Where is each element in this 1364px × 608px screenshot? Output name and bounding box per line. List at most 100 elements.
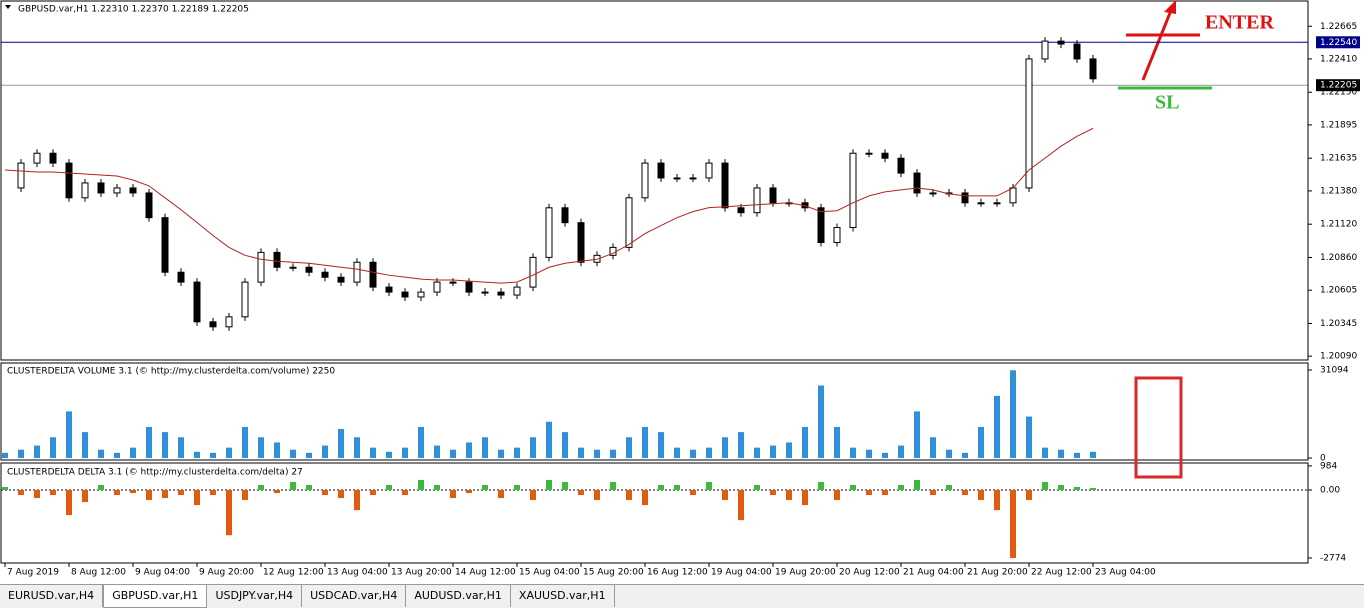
y-tick-label: 1.20345 xyxy=(1320,319,1357,329)
bar xyxy=(514,484,520,491)
chart-tab[interactable]: GBPUSD.var,H1 xyxy=(103,585,208,608)
price-label-box xyxy=(1316,79,1360,92)
candle xyxy=(33,152,41,164)
bar xyxy=(786,442,792,458)
candle xyxy=(817,207,825,244)
x-tick-label: 19 Aug 04:00 xyxy=(711,568,772,578)
bar xyxy=(658,432,664,458)
bar xyxy=(978,426,984,458)
candle xyxy=(625,197,633,248)
bar xyxy=(146,490,152,501)
candle xyxy=(353,261,361,283)
chart-tab[interactable]: EURUSD.var,H4 xyxy=(0,585,104,607)
bar xyxy=(130,447,136,458)
candle xyxy=(161,217,169,273)
candle xyxy=(673,177,681,180)
bar xyxy=(866,490,872,496)
chart-tab[interactable]: USDJPY.var,H4 xyxy=(207,585,303,607)
highlight-box xyxy=(1134,376,1183,479)
y-tick-label: 0.00 xyxy=(1320,486,1340,496)
x-tick-label: 19 Aug 20:00 xyxy=(775,568,836,578)
bar xyxy=(98,484,104,491)
bar xyxy=(306,484,312,491)
bar xyxy=(66,490,72,516)
bar xyxy=(322,490,328,496)
candle xyxy=(209,321,217,328)
bar xyxy=(226,447,232,458)
candle xyxy=(1025,58,1033,189)
x-tick-label: 21 Aug 04:00 xyxy=(903,568,964,578)
bar xyxy=(162,490,168,499)
bar xyxy=(578,490,584,496)
bar xyxy=(1010,370,1016,458)
bar xyxy=(178,490,184,496)
bar xyxy=(2,452,8,458)
x-tick-label: 12 Aug 12:00 xyxy=(263,568,324,578)
price-label: 1.22205 xyxy=(1320,81,1357,91)
candle xyxy=(529,256,537,288)
bar xyxy=(354,490,360,511)
bar xyxy=(1042,481,1048,491)
bar xyxy=(738,432,744,458)
bar xyxy=(418,479,424,491)
candle xyxy=(17,162,25,189)
volume-panel xyxy=(0,362,1309,461)
bar xyxy=(594,449,600,458)
bar xyxy=(738,490,744,521)
bar xyxy=(290,481,296,491)
candle xyxy=(497,291,505,296)
x-tick-label: 20 Aug 12:00 xyxy=(839,568,900,578)
bar xyxy=(818,481,824,491)
chart-tab[interactable]: AUDUSD.var,H1 xyxy=(406,585,511,607)
bar xyxy=(978,490,984,501)
bar xyxy=(1042,447,1048,458)
bar xyxy=(850,484,856,491)
bar xyxy=(258,437,264,458)
candle xyxy=(257,251,265,283)
price-label-box xyxy=(1316,36,1360,49)
candle xyxy=(865,152,873,155)
bar xyxy=(322,445,328,458)
bar xyxy=(146,426,152,458)
chart-tab[interactable]: USDCAD.var,H4 xyxy=(302,585,407,607)
candle xyxy=(81,182,89,199)
candle xyxy=(289,266,297,269)
arrow-head xyxy=(1164,0,1176,14)
bar xyxy=(786,490,792,501)
x-tick-label: 22 Aug 12:00 xyxy=(1031,568,1092,578)
price-label: 1.22540 xyxy=(1320,38,1357,48)
bar xyxy=(114,490,120,496)
bar xyxy=(50,490,56,496)
bar xyxy=(466,490,472,494)
bar xyxy=(722,490,728,501)
x-tick-label: 13 Aug 20:00 xyxy=(391,568,452,578)
price-panel xyxy=(0,0,1309,361)
y-tick-label: 1.20605 xyxy=(1320,286,1357,296)
bar xyxy=(882,452,888,458)
bar xyxy=(162,432,168,458)
candle xyxy=(1073,43,1081,60)
bar xyxy=(274,490,280,494)
bar xyxy=(658,484,664,491)
bar xyxy=(338,428,344,458)
bar xyxy=(546,479,552,491)
bar xyxy=(18,490,24,496)
bar xyxy=(1010,490,1016,558)
y-tick-label: -2774 xyxy=(1320,553,1346,563)
bar xyxy=(242,490,248,501)
bar xyxy=(722,437,728,458)
x-tick-label: 21 Aug 20:00 xyxy=(967,568,1028,578)
bar xyxy=(994,490,1000,511)
bar xyxy=(594,490,600,501)
bar xyxy=(802,426,808,458)
bar xyxy=(338,490,344,499)
candle xyxy=(753,187,761,214)
moving-average xyxy=(4,127,1094,284)
bar xyxy=(994,395,1000,458)
candle xyxy=(689,177,697,180)
candle xyxy=(897,157,905,174)
bar xyxy=(530,490,536,501)
candle xyxy=(417,291,425,298)
chart-tab[interactable]: XAUUSD.var,H1 xyxy=(511,585,615,607)
candle xyxy=(833,227,841,244)
